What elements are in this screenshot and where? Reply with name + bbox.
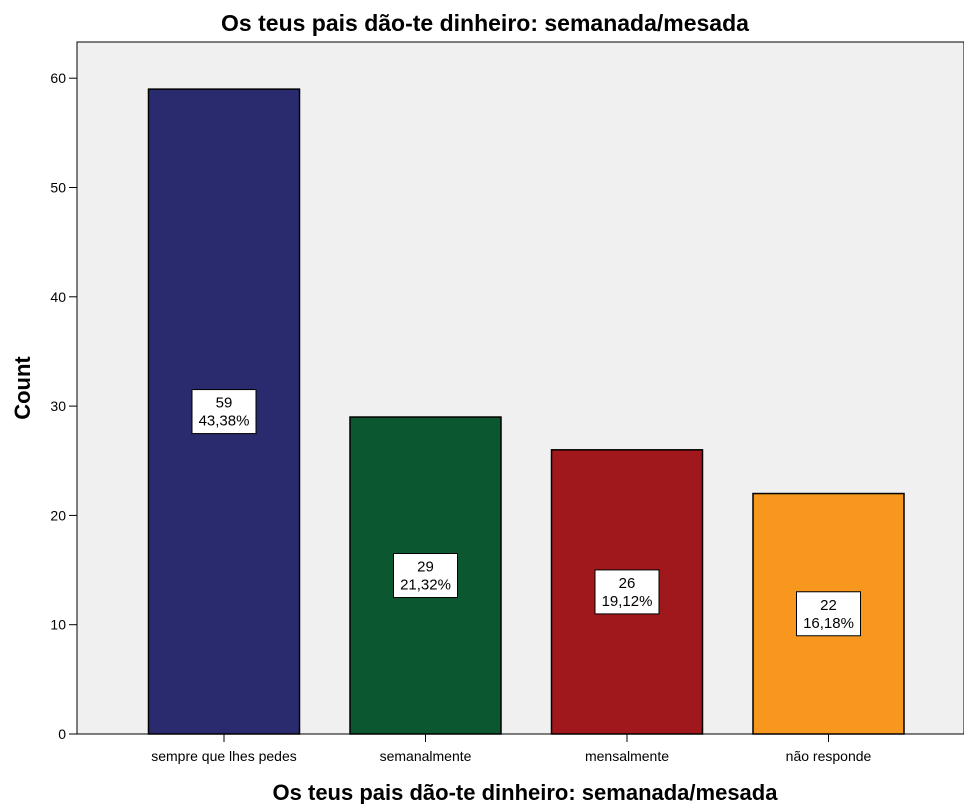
data-label-box-1 [393, 553, 458, 599]
y-tick-label-5: 50 [50, 180, 66, 196]
x-tick-label-2: mensalmente [585, 748, 669, 764]
x-tick-label-3: não responde [786, 748, 872, 764]
data-label-value-0: 59 [216, 395, 233, 412]
y-tick-label-1: 10 [50, 617, 66, 633]
y-tick-label-4: 40 [50, 289, 66, 305]
data-label-percent-2: 19,12% [602, 593, 653, 610]
x-axis-title: Os teus pais dão-te dinheiro: semanada/m… [273, 780, 779, 804]
y-tick-label-6: 60 [50, 70, 66, 86]
y-axis-title: Count [10, 356, 35, 420]
data-label-value-3: 22 [820, 597, 837, 614]
data-label-value-2: 26 [619, 575, 636, 592]
data-label-box-0 [191, 389, 257, 435]
data-label-percent-0: 43,38% [199, 413, 250, 430]
data-label-percent-3: 16,18% [803, 615, 854, 632]
data-label-box-3 [796, 591, 861, 637]
x-axis: sempre que lhes pedes semanalmente mensalm… [151, 734, 872, 764]
y-tick-label-2: 20 [50, 507, 66, 523]
chart-title: Os teus pais dão-te dinheiro: semanada/m… [221, 10, 749, 36]
y-axis: 0 10 20 30 40 50 60 [50, 70, 77, 742]
data-label-percent-1: 21,32% [400, 577, 451, 594]
x-tick-label-1: semanalmente [380, 748, 472, 764]
data-label-value-1: 29 [417, 559, 434, 576]
y-tick-label-0: 0 [58, 726, 66, 742]
y-tick-label-3: 30 [50, 398, 66, 414]
x-tick-label-0: sempre que lhes pedes [151, 748, 297, 764]
data-label-box-2 [594, 569, 660, 615]
